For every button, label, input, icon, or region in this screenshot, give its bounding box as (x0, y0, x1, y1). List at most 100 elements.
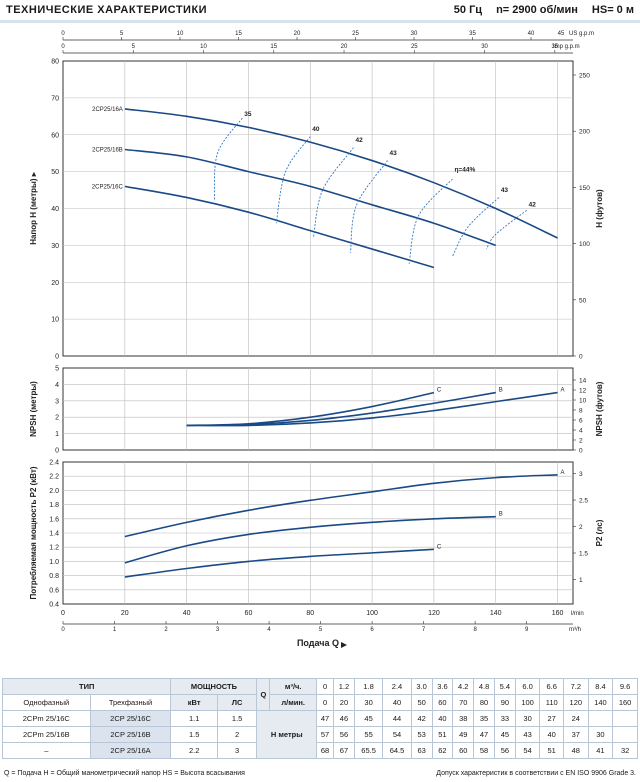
q-m3h-cell: 1.8 (353, 678, 384, 695)
series-label: 2CP25/16C (92, 184, 124, 190)
power-hp: 3 (216, 742, 258, 759)
series-line (124, 473, 558, 538)
three-phase-header: Трехфазный (89, 694, 172, 711)
top-axis-tick-label: 25 (352, 31, 359, 37)
efficiency-line (213, 117, 243, 202)
head-value: 54 (382, 726, 412, 743)
head-value: 27 (539, 710, 564, 727)
head-value: 62 (431, 742, 454, 759)
top-axis2-tick-label: 30 (481, 44, 488, 50)
y-right-tick-label: 3 (579, 471, 583, 478)
frequency: 50 Гц (453, 4, 483, 16)
rpm: n= 2900 об/мин (496, 4, 578, 16)
head-value: 38 (452, 710, 475, 727)
series-label: A (561, 470, 565, 476)
power-kw: 1.5 (170, 726, 218, 743)
y-right-tick-label: 1.5 (579, 550, 588, 557)
m3h-tick-label: 3 (216, 627, 220, 633)
head-value: 47 (473, 726, 495, 743)
head-value: 56 (493, 742, 516, 759)
x-tick-label: 140 (490, 610, 502, 617)
y-tick-label: 50 (51, 169, 59, 176)
head-value: 40 (431, 710, 454, 727)
power-kw: 1.1 (170, 710, 218, 727)
table-row: 2CPm 25/16C 2CP 25/16C 1.1 1.5 H метры 4… (2, 710, 638, 759)
top-axis-label: US g.p.m (569, 31, 594, 37)
head-value: 37 (563, 726, 589, 743)
y-right-tick-label: 100 (579, 241, 590, 248)
efficiency-label: 43 (390, 150, 398, 157)
power-header: МОЩНОСТЬ (170, 678, 258, 695)
q-lmin-cell: 40 (382, 694, 412, 711)
y-axis-right-label: P2 (лс) (595, 519, 604, 546)
three-phase-model: 2CP 25/16C (89, 710, 172, 727)
efficiency-label: 35 (244, 111, 252, 118)
q-m3h-cell: 9.6 (612, 678, 638, 695)
head-value: 47 (316, 710, 335, 727)
y-right-tick-label: 4 (579, 428, 583, 435)
head-value: 65.5 (353, 742, 384, 759)
q-m3h-cell: 0 (316, 678, 335, 695)
y-tick-label: 2 (55, 415, 59, 422)
top-axis2-tick-label: 35 (551, 44, 558, 50)
q-lmin-cell: 110 (539, 694, 564, 711)
x-tick-label: 40 (183, 610, 191, 617)
efficiency-line (408, 178, 453, 264)
head-value: 63 (410, 742, 433, 759)
y-axis-label: NPSH (метры) (29, 381, 38, 437)
q-lmin-cell: 80 (473, 694, 495, 711)
q-m3h-cell: 2.4 (382, 678, 412, 695)
efficiency-line (486, 209, 527, 250)
y-tick-label: 10 (51, 317, 59, 324)
q-m3h-cell: 6.6 (539, 678, 564, 695)
type-header: ТИП (1, 678, 172, 695)
y-right-tick-label: 10 (579, 398, 587, 405)
m3h-tick-label: 0 (61, 627, 65, 633)
top-axis-tick-label: 20 (294, 31, 301, 37)
head-value: 32 (612, 742, 638, 759)
q-header: Q (256, 678, 271, 711)
y-right-tick-label: 1 (579, 577, 583, 584)
efficiency-label: 42 (356, 137, 364, 144)
top-axis2-tick-label: 10 (200, 44, 207, 50)
head-value: 40 (539, 726, 564, 743)
x-axis-arrow-icon (341, 642, 347, 648)
q-m3h-cell: 4.8 (473, 678, 495, 695)
y-tick-label: 0.6 (49, 587, 59, 594)
page-title: ТЕХНИЧЕСКИЕ ХАРАКТЕРИСТИКИ (6, 4, 208, 16)
y-right-tick-label: 200 (579, 129, 590, 136)
x-unit-label: l/min (571, 611, 584, 617)
power-hp: 2 (216, 726, 258, 743)
q-lmin-cell: 120 (563, 694, 589, 711)
top-axis-tick-label: 0 (61, 31, 65, 37)
q-m3h-cell: 6.0 (514, 678, 541, 695)
h-header: H метры (256, 710, 318, 759)
m3h-tick-label: 7 (422, 627, 426, 633)
y-tick-label: 1.6 (49, 516, 59, 523)
footer-legend: Q = Подача H = Общий манометрический нап… (4, 770, 245, 777)
m3h-tick-label: 9 (525, 627, 529, 633)
x-tick-label: 0 (61, 610, 65, 617)
unit-m3h: м³/ч. (269, 678, 318, 695)
top-axis-tick-label: 30 (411, 31, 418, 37)
m3h-tick-label: 1 (113, 627, 117, 633)
y-right-tick-label: 12 (579, 388, 587, 395)
y-right-tick-label: 250 (579, 73, 590, 80)
head-value: 45 (493, 726, 516, 743)
q-lmin-cell: 100 (514, 694, 541, 711)
top-axis-tick-label: 40 (528, 31, 535, 37)
series-line (186, 391, 558, 427)
y-right-tick-label: 0 (579, 448, 583, 455)
head-value: 33 (493, 710, 516, 727)
y-tick-label: 0 (55, 448, 59, 455)
top-axis-tick-label: 35 (469, 31, 476, 37)
efficiency-label: 42 (529, 202, 537, 209)
q-lmin-cell: 90 (493, 694, 516, 711)
q-m3h-cell: 3.0 (410, 678, 433, 695)
m3h-unit-label: m³/h (569, 627, 581, 633)
x-tick-label: 80 (306, 610, 314, 617)
efficiency-label: 40 (312, 126, 320, 133)
header-params: 50 Гц n= 2900 об/мин HS= 0 м (454, 4, 634, 22)
y-tick-label: 0.8 (49, 573, 59, 580)
series-label: B (499, 512, 503, 518)
